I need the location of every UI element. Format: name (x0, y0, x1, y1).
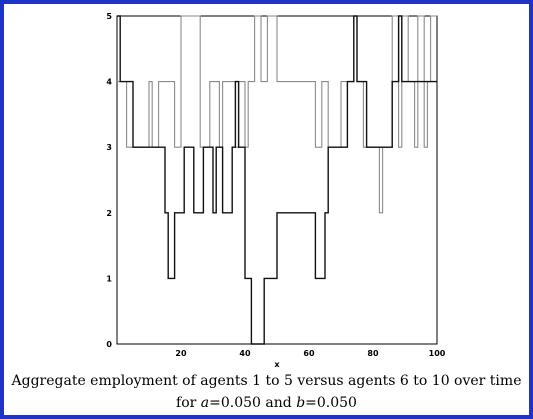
x-tick-label: 20 (175, 349, 187, 358)
y-tick-label: 0 (106, 340, 112, 349)
tick-layer: 0 1 2 3 4 5 20 40 60 80 100 (106, 12, 445, 358)
y-tick-label: 5 (106, 12, 112, 21)
figure-panel: 0 1 2 3 4 5 20 40 60 80 100 x Aggregate employment… (4, 4, 529, 415)
caption-line-2: for a=0.050 and b=0.050 (176, 395, 357, 411)
y-tick-label: 3 (106, 143, 112, 152)
y-tick-label: 1 (106, 274, 112, 283)
y-tick-label: 4 (106, 78, 112, 87)
x-tick-label: 80 (367, 349, 379, 358)
x-axis-label: x (274, 360, 280, 369)
series-line-2 (117, 15, 437, 214)
series-layer (117, 15, 437, 345)
x-tick-label: 60 (303, 349, 315, 358)
x-tick-label: 40 (239, 349, 251, 358)
step-line-chart: 0 1 2 3 4 5 20 40 60 80 100 x (106, 12, 445, 369)
caption-line-1: Aggregate employment of agents 1 to 5 ve… (11, 373, 522, 389)
series-line-1 (117, 15, 437, 345)
x-tick-label: 100 (429, 349, 446, 358)
y-tick-label: 2 (106, 209, 112, 218)
figure-caption: Aggregate employment of agents 1 to 5 ve… (4, 370, 529, 414)
